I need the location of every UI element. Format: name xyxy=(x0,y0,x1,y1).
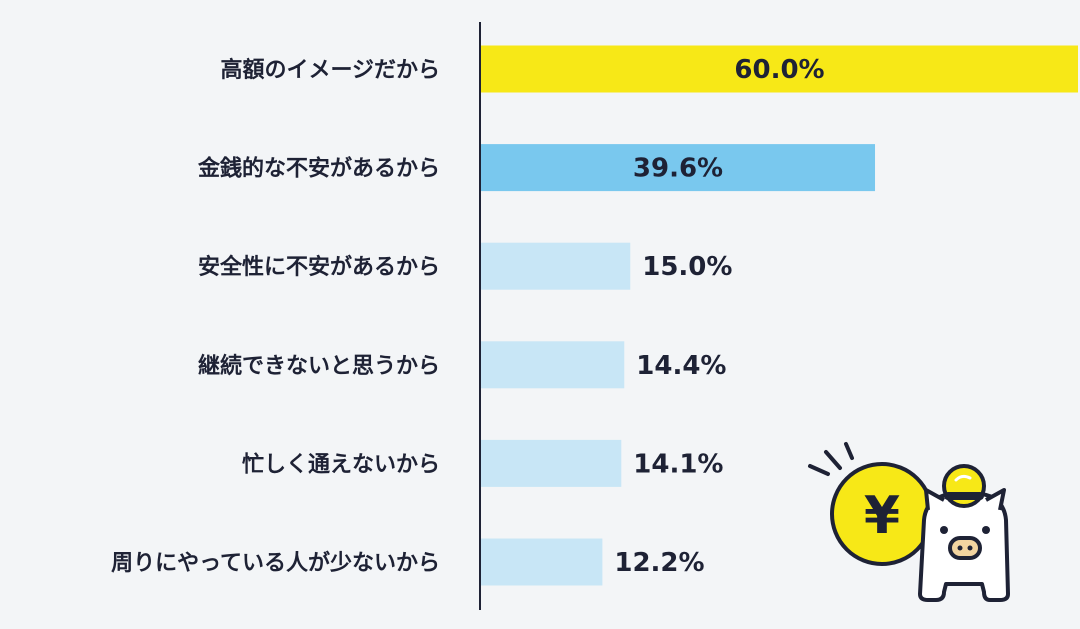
category-label: 高額のイメージだから xyxy=(220,57,440,83)
category-label: 忙しく通えないから xyxy=(242,452,440,477)
value-label: 15.0% xyxy=(642,252,732,282)
bar xyxy=(481,45,1078,93)
yen-coin: ¥ xyxy=(830,462,934,566)
yen-symbol: ¥ xyxy=(864,486,900,546)
bars-layer: 高額のイメージだから 60.0% 金銭的な不安があるから 39.6% 安全性に不安がある… xyxy=(111,45,1078,586)
category-label: 安全性に不安があるから xyxy=(198,254,440,280)
bar xyxy=(481,144,876,192)
category-label: 金銭的な不安があるから xyxy=(197,156,440,182)
category-label: 継続できないと思うから xyxy=(198,353,440,379)
bar xyxy=(481,439,622,487)
value-label: 14.4% xyxy=(636,351,726,381)
category-label: 周りにやっている人が少ないから xyxy=(111,550,440,576)
sparkle-lines xyxy=(808,442,854,476)
value-label: 12.2% xyxy=(614,548,704,578)
pig xyxy=(918,464,1010,602)
value-label: 60.0% xyxy=(734,55,824,85)
bar xyxy=(481,242,631,290)
pig-snout xyxy=(948,536,982,560)
bar xyxy=(481,538,603,586)
piggy-bank-yen-coin-icon: ¥ xyxy=(808,442,1010,602)
bar xyxy=(481,341,625,389)
value-label: 14.1% xyxy=(633,449,723,479)
value-label: 39.6% xyxy=(633,154,723,184)
